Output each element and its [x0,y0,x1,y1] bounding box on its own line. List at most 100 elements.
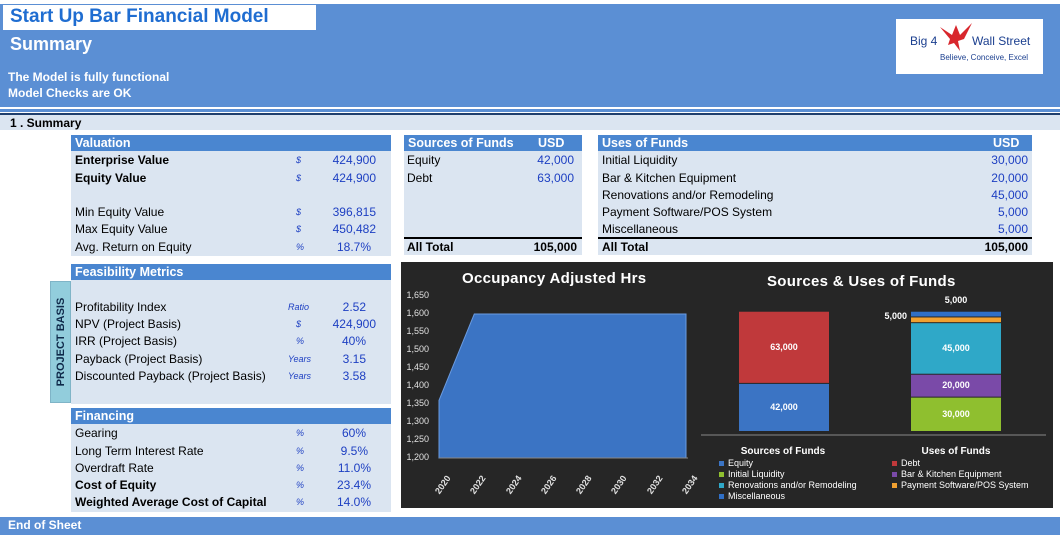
row-label: Enterprise Value [75,153,170,167]
row-label: Cost of Equity [75,478,157,492]
financing-row-lt-interest: Long Term Interest Rate % 9.5% [75,443,385,460]
model-status-note: The Model is fully functional [8,70,170,84]
row-label: Discounted Payback (Project Basis) [75,369,266,383]
legend-entry: Miscellaneous [719,491,785,501]
financing-panel [71,424,391,512]
legend-label: Debt [901,458,921,468]
occupancy-y-tick: 1,600 [406,308,429,318]
row-value: 30,000 [991,153,1028,167]
row-value: 60% [341,426,366,440]
valuation-row-max-equity: Max Equity Value $ 450,482 [75,221,385,238]
row-label: NPV (Project Basis) [75,317,182,331]
row-value: 396,815 [332,205,376,219]
row-label: Payment Software/POS System [602,205,773,219]
legend-label: Initial Liquidity [728,469,785,479]
project-basis-label: PROJECT BASIS [50,281,71,403]
occupancy-y-tick: 1,200 [406,452,429,462]
valuation-row-min-equity: Min Equity Value $ 396,815 [75,204,385,221]
row-unit: % [296,446,305,456]
legend-label: Miscellaneous [728,491,786,501]
uses-row-pos-system: Payment Software/POS System 5,000 [602,204,1030,221]
legend-entry: Payment Software/POS System [892,480,1029,490]
title-box [3,5,316,30]
occupancy-y-tick: 1,250 [406,434,429,444]
financing-row-wacc: Weighted Average Cost of Capital % 14.0% [75,494,385,511]
occupancy-y-tick: 1,650 [406,290,429,300]
row-unit: % [296,336,305,346]
uses-row-initial-liquidity: Initial Liquidity 30,000 [602,152,1030,169]
occupancy-chart [438,313,688,459]
row-label: Long Term Interest Rate [75,444,204,458]
row-value: 2.52 [342,300,366,314]
row-value: 3.58 [342,369,366,383]
row-value: 3.15 [342,352,366,366]
footer-band: End of Sheet [0,517,1060,535]
funds-chart-title: Sources & Uses of Funds [767,273,956,290]
row-value: 5,000 [997,222,1028,236]
funds-data-label: 5,000 [944,294,968,305]
row-unit: $ [296,173,302,183]
financing-row-overdraft: Overdraft Rate % 11.0% [75,460,385,477]
feasibility-header: Feasibility Metrics [71,264,391,280]
funds-data-label: 5,000 [884,311,907,322]
section-header: 1 . Summary [0,113,1060,130]
uses-row-renovations: Renovations and/or Remodeling 45,000 [602,187,1030,204]
occupancy-chart-title: Occupancy Adjusted Hrs [462,270,647,287]
valuation-panel [71,150,391,256]
legend-entry: Bar & Kitchen Equipment [892,469,1002,479]
row-value: 45,000 [991,188,1028,202]
row-value: 424,900 [332,171,376,185]
row-unit: $ [296,319,302,329]
row-unit: $ [296,155,302,165]
occupancy-area-series [438,313,687,459]
occupancy-y-tick: 1,300 [406,416,429,426]
feasibility-row-irr: IRR (Project Basis) % 40% [75,333,385,350]
financing-row-gearing: Gearing % 60% [75,425,385,442]
project-basis-text: PROJECT BASIS [54,297,67,387]
legend-label: Renovations and/or Remodeling [728,480,857,490]
model-checks-note: Model Checks are OK [8,86,132,100]
feasibility-row-npv: NPV (Project Basis) $ 424,900 [75,316,385,333]
row-label: Profitability Index [75,300,167,314]
legend-swatch [719,461,724,467]
funds-bar-segment-payment-software-pos-system [911,317,1001,323]
funds-data-label: 63,000 [770,341,798,352]
legend-entry: Renovations and/or Remodeling [719,480,857,490]
uses-row-miscellaneous: Miscellaneous 5,000 [602,221,1030,238]
funds-bar-segment-debt [739,311,829,383]
legend-entry: Initial Liquidity [719,469,785,479]
logo-text-right: Wall Street [972,34,1031,48]
row-value: 424,900 [332,153,376,167]
legend-swatch [892,483,897,489]
funds-data-label: 20,000 [942,380,970,391]
total-label: All Total [407,240,454,254]
row-unit: Years [288,371,312,381]
funds-bar-segment-equity [739,383,829,431]
uses-title: Uses of Funds [602,136,689,150]
row-value: 18.7% [336,240,371,254]
uses-row-bar-kitchen: Bar & Kitchen Equipment 20,000 [602,170,1030,187]
feasibility-row-payback: Payback (Project Basis) Years 3.15 [75,351,385,368]
row-label: Bar & Kitchen Equipment [602,171,737,185]
feasibility-row-profitability-index: Profitability Index Ratio 2.52 [75,299,385,316]
row-label: Weighted Average Cost of Capital [75,495,267,509]
row-label: Miscellaneous [602,222,679,236]
feasibility-panel [71,280,391,404]
logo-tagline: Believe, Conceive, Excel [940,53,1029,62]
occupancy-y-tick: 1,500 [406,344,429,354]
row-unit: Ratio [288,302,310,312]
row-label: Gearing [75,426,118,440]
row-label: Payback (Project Basis) [75,352,203,366]
legend-swatch [719,472,724,478]
header-separator [0,109,1060,112]
funds-data-label: 30,000 [942,408,970,419]
row-value: 424,900 [332,317,376,331]
row-unit: % [296,480,305,490]
category-label-sources: Sources of Funds [740,446,826,457]
logo-text-left: Big 4 [910,34,938,48]
legend-swatch [892,472,897,478]
total-value: 105,000 [533,240,577,254]
funds-chart [701,311,1046,436]
row-value: 11.0% [337,461,371,475]
legend-swatch [719,494,724,500]
